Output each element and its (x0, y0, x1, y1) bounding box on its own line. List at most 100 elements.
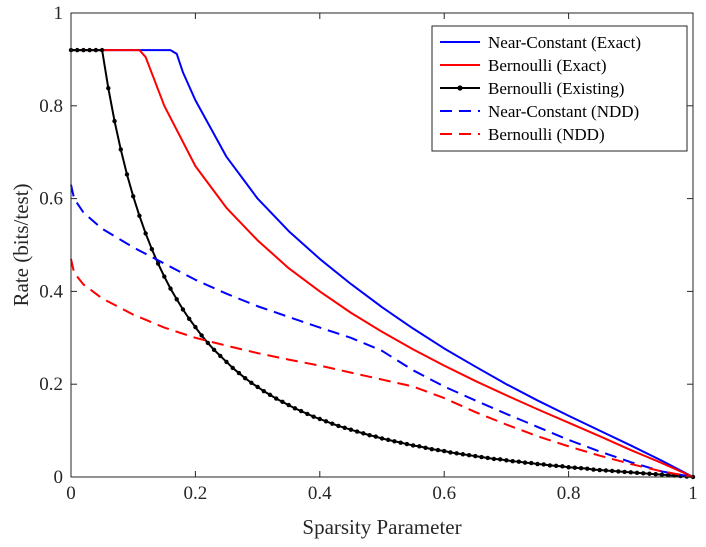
series-3-point-10 (124, 172, 130, 177)
series-3-point-15 (155, 261, 161, 266)
series-3-point-67 (479, 454, 484, 460)
x-tick-label-1: 0 (66, 483, 76, 504)
series-3-point-31 (255, 384, 260, 390)
legend-item-1: Near-Constant (Exact) (440, 33, 641, 52)
series-3-point-44 (336, 423, 341, 429)
series-3-point-78 (547, 463, 553, 468)
series-3-point-33 (267, 392, 273, 398)
series-3-point-18 (174, 297, 179, 302)
series-3-point-64 (460, 452, 466, 457)
series-3-point-85 (591, 467, 596, 472)
series-3-point-65 (466, 452, 472, 458)
x-tick-label-2: 0.2 (184, 483, 208, 504)
series-3-point-76 (535, 461, 540, 467)
series-3-point-24 (211, 347, 217, 353)
series-3-point-94 (647, 471, 652, 476)
series-line-2 (71, 49, 694, 478)
series-3-point-17 (168, 286, 173, 291)
series-3-point-43 (330, 421, 335, 426)
legend: Near-Constant (Exact) Bernoulli (Exact) Be… (431, 25, 688, 152)
series-3 (68, 47, 696, 480)
series-3-point-23 (205, 340, 211, 346)
series-2 (71, 49, 694, 478)
series-3-point-22 (199, 333, 204, 338)
series-3-point-4 (87, 47, 92, 53)
x-tick-label-6: 1 (688, 483, 698, 504)
series-3-point-97 (665, 472, 671, 478)
series-3-point-54 (398, 440, 403, 445)
series-3-point-16 (162, 274, 167, 279)
series-3-point-6 (99, 47, 105, 53)
series-3-point-69 (491, 456, 497, 462)
x-axis-title: Sparsity Parameter (302, 515, 461, 539)
series-3-point-38 (298, 408, 304, 414)
legend-label-2: Bernoulli (Exact) (488, 56, 607, 75)
series-3-point-86 (597, 467, 602, 473)
series-3-point-45 (342, 425, 347, 431)
series-3-point-63 (454, 451, 459, 456)
series-line-4 (70, 184, 694, 478)
series-3-point-35 (280, 399, 285, 405)
series-3-point-37 (292, 406, 298, 411)
series-3-point-74 (522, 460, 528, 465)
series-3-point-84 (585, 466, 590, 471)
series-3-point-7 (106, 85, 111, 91)
series-3-point-11 (131, 194, 136, 199)
series-3-point-27 (230, 365, 235, 371)
series-3-point-20 (186, 316, 192, 321)
series-3-point-58 (423, 445, 428, 450)
series-3-point-89 (616, 469, 621, 474)
series-line-1 (71, 49, 694, 478)
series-3-point-8 (112, 118, 117, 124)
series-3-point-9 (118, 147, 123, 152)
x-tick-label-4: 0.6 (432, 483, 456, 504)
series-3-point-13 (143, 231, 148, 236)
y-tick-label-1: 0 (54, 467, 64, 488)
series-3-point-3 (81, 47, 86, 53)
y-tick-label-2: 0.2 (39, 374, 63, 395)
series-3-point-21 (193, 324, 198, 330)
series-3-point-71 (504, 458, 509, 463)
series-3-point-2 (75, 47, 80, 53)
series-3-point-90 (622, 469, 627, 475)
series-3-point-32 (261, 388, 267, 394)
series-line-5 (70, 258, 694, 478)
series-3-point-53 (392, 439, 397, 444)
series-3-point-70 (497, 457, 503, 462)
series-3-point-41 (317, 416, 322, 422)
series-3-point-30 (249, 380, 254, 386)
series-3-point-55 (404, 441, 410, 447)
series-3-point-87 (603, 468, 609, 473)
x-tick-label-5: 0.8 (557, 483, 581, 504)
series-3-point-36 (286, 402, 291, 408)
series-3-point-61 (442, 448, 447, 454)
series-3-point-96 (659, 472, 665, 477)
series-3-point-77 (541, 462, 546, 467)
series-5 (70, 258, 694, 478)
y-axis-title: Rate (bits/test) (9, 183, 33, 306)
y-tick-label-5: 0.8 (39, 96, 63, 117)
series-3-point-51 (379, 436, 385, 441)
series-3-point-93 (641, 471, 646, 476)
series-4 (70, 184, 694, 478)
series-3-point-28 (236, 370, 242, 376)
series-3-point-79 (553, 463, 559, 469)
series-3-point-47 (354, 429, 360, 434)
y-tick-label-3: 0.4 (39, 281, 63, 302)
series-3-point-49 (367, 433, 372, 438)
y-tick-label-4: 0.6 (39, 189, 63, 210)
series-3-point-25 (218, 353, 223, 359)
series-3-point-40 (311, 414, 316, 419)
series-1 (71, 49, 694, 478)
series-3-point-60 (435, 447, 441, 453)
series-3-point-91 (628, 470, 633, 475)
series-3-point-12 (137, 213, 142, 218)
series-3-point-80 (560, 464, 565, 469)
series-3-point-34 (274, 396, 279, 401)
series-3-point-52 (386, 437, 391, 443)
series-3-point-68 (485, 455, 490, 461)
series-3-point-72 (510, 459, 515, 464)
series-3-point-83 (578, 465, 584, 471)
legend-marker-3 (457, 85, 463, 91)
series-3-point-75 (529, 460, 534, 466)
